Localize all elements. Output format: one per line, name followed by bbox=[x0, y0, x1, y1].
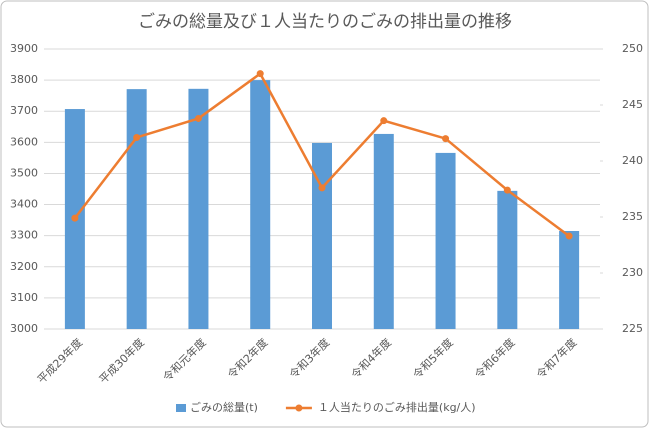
line-marker bbox=[133, 133, 141, 141]
line-marker bbox=[194, 114, 202, 122]
bar bbox=[373, 133, 394, 329]
legend-label: ごみの総量(t) bbox=[190, 400, 258, 414]
legend-label: １人当たりのごみ排出量(kg/人) bbox=[318, 400, 476, 414]
line-marker bbox=[318, 184, 326, 192]
y-tick-label: 3500 bbox=[10, 166, 38, 179]
y-tick-label: 3200 bbox=[10, 260, 38, 273]
bar bbox=[312, 142, 332, 329]
line-marker bbox=[565, 232, 573, 240]
y2-tick-label: 225 bbox=[622, 322, 643, 335]
line-marker bbox=[442, 135, 450, 143]
line-marker bbox=[256, 70, 264, 78]
line-marker bbox=[380, 117, 388, 125]
line-marker bbox=[71, 214, 79, 222]
y-tick-label: 3800 bbox=[10, 73, 38, 86]
y2-tick-label: 250 bbox=[622, 42, 643, 55]
y-tick-label: 3400 bbox=[10, 198, 38, 211]
bar bbox=[126, 89, 147, 329]
chart-title: ごみの総量及び１人当たりのごみの排出量の推移 bbox=[138, 12, 512, 32]
y-tick-label: 3000 bbox=[10, 322, 38, 335]
bar bbox=[250, 80, 271, 329]
bar bbox=[559, 231, 580, 329]
y-tick-label: 3300 bbox=[10, 229, 38, 242]
y-tick-label: 3600 bbox=[10, 135, 38, 148]
y2-tick-label: 240 bbox=[622, 154, 643, 167]
y2-tick-label: 230 bbox=[622, 266, 643, 279]
bar bbox=[497, 190, 518, 329]
bar bbox=[188, 88, 209, 329]
y-tick-label: 3900 bbox=[10, 42, 38, 55]
bar bbox=[435, 152, 456, 329]
y2-tick-label: 235 bbox=[622, 210, 643, 223]
legend-swatch bbox=[176, 404, 186, 412]
y2-tick-label: 245 bbox=[622, 98, 643, 111]
line-marker bbox=[503, 186, 511, 194]
legend-marker bbox=[295, 404, 303, 412]
y-tick-label: 3700 bbox=[10, 104, 38, 117]
y-tick-label: 3100 bbox=[10, 291, 38, 304]
